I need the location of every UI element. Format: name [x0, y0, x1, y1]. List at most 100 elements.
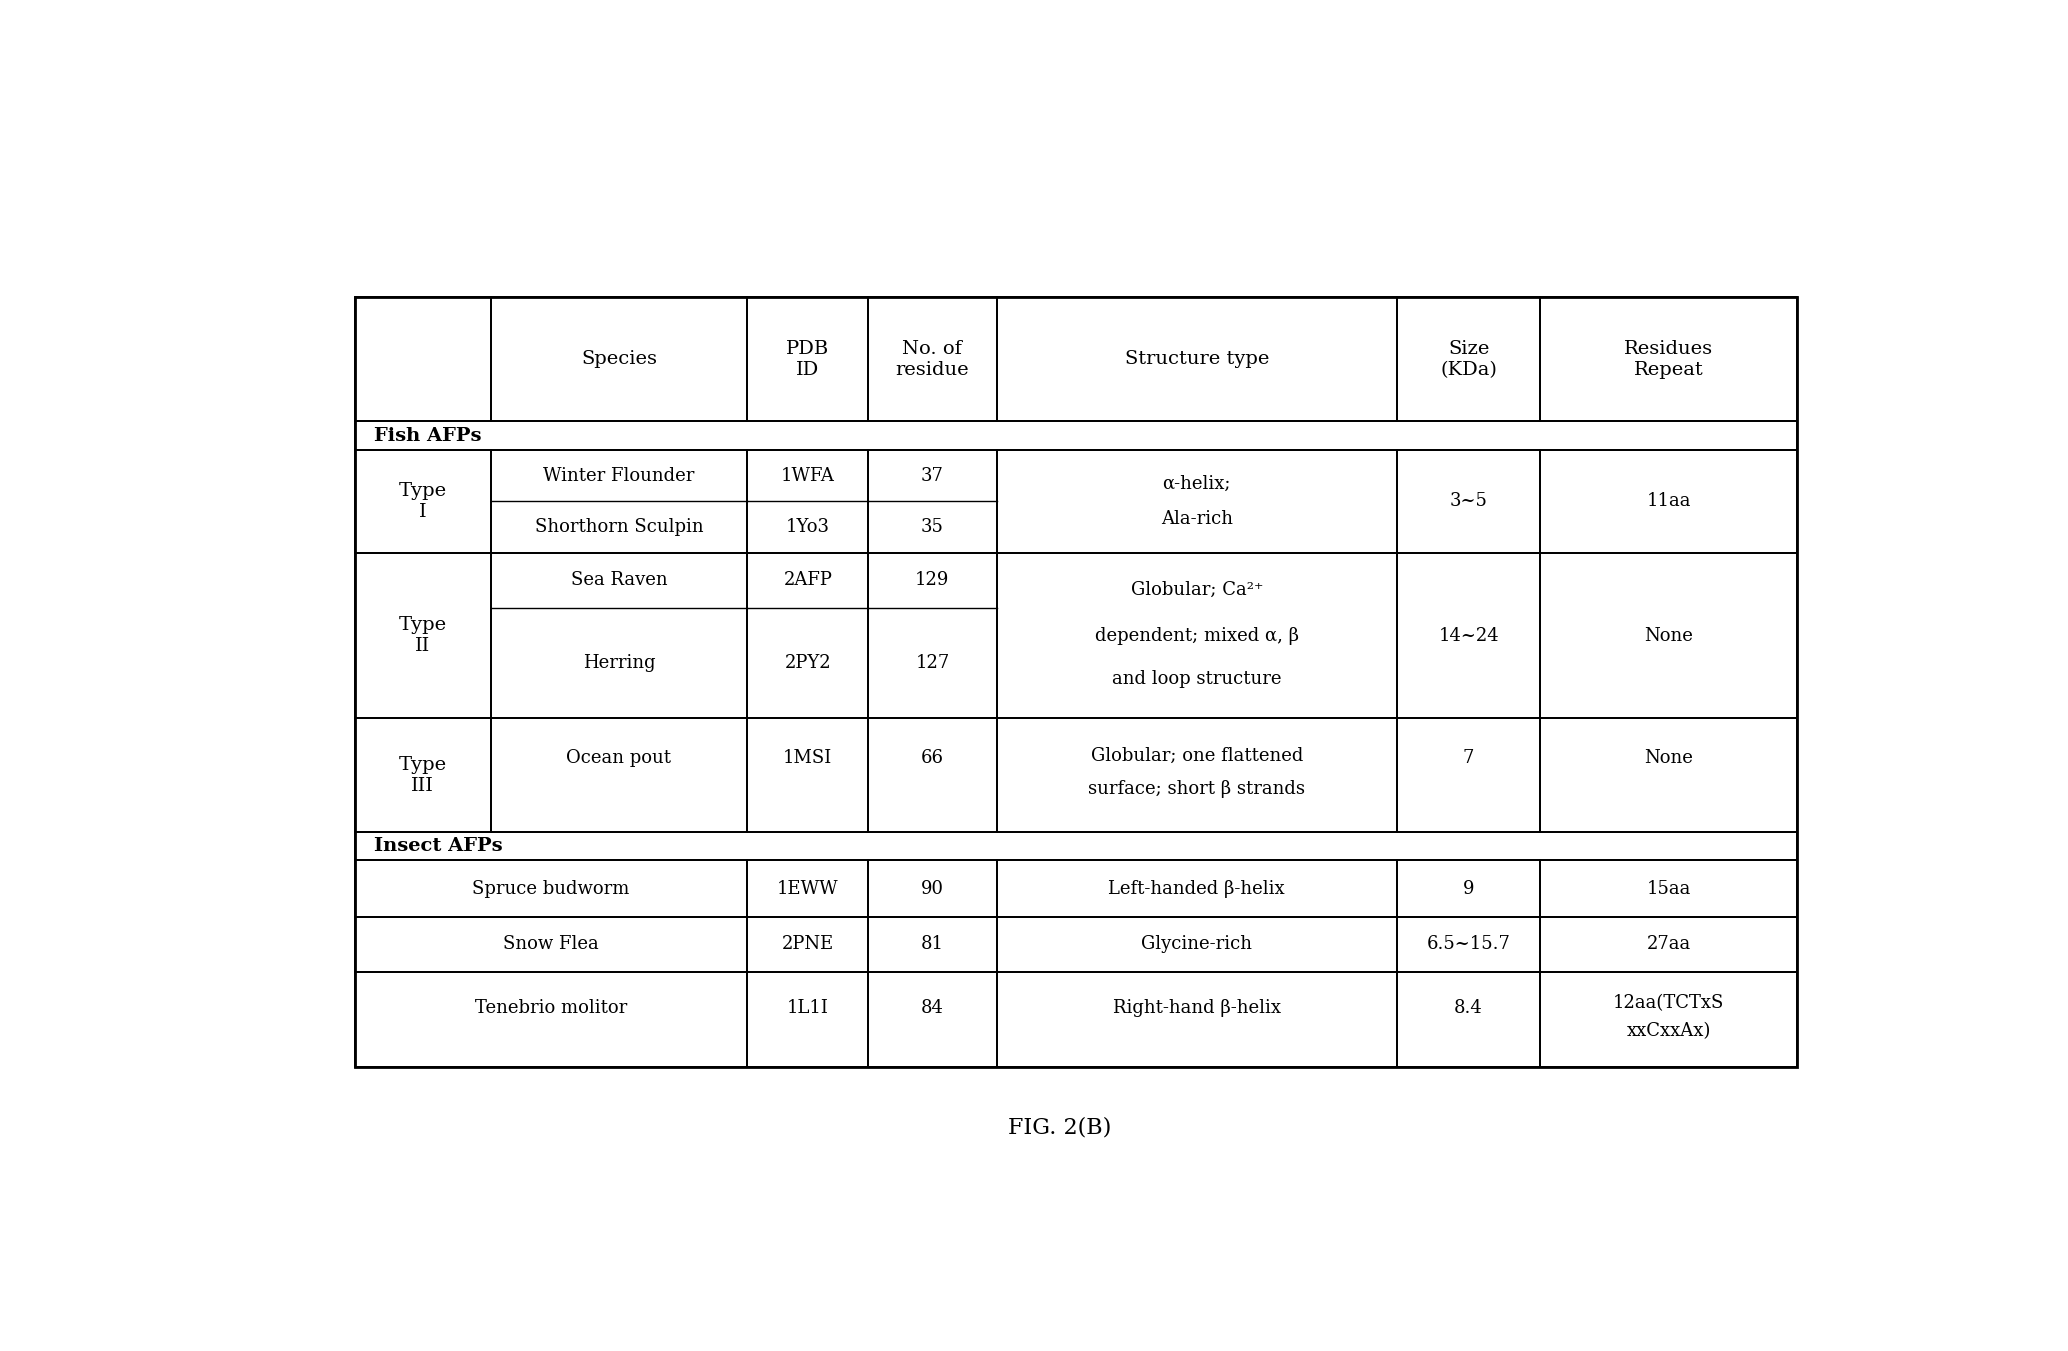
Text: 2PY2: 2PY2: [784, 654, 831, 671]
Bar: [997, 553, 1396, 719]
Text: 1Yo3: 1Yo3: [786, 519, 829, 536]
Bar: [869, 917, 997, 971]
Bar: [997, 971, 1396, 1067]
Bar: [490, 297, 747, 422]
Bar: [1541, 861, 1797, 917]
Text: Left-handed β-helix: Left-handed β-helix: [1108, 880, 1284, 898]
Bar: [997, 861, 1396, 917]
Bar: [356, 450, 490, 553]
Text: Snow Flea: Snow Flea: [503, 935, 600, 954]
Text: 8.4: 8.4: [1454, 998, 1483, 1017]
Bar: [747, 553, 869, 719]
Bar: [997, 297, 1396, 422]
Bar: [869, 450, 997, 553]
Text: Glycine-rich: Glycine-rich: [1142, 935, 1253, 954]
Bar: [997, 917, 1396, 971]
Text: None: None: [1644, 627, 1694, 644]
Text: surface; short β strands: surface; short β strands: [1088, 780, 1305, 798]
Bar: [1396, 971, 1541, 1067]
Bar: [1541, 297, 1797, 422]
Text: FIG. 2(B): FIG. 2(B): [1009, 1116, 1111, 1139]
Bar: [356, 422, 1797, 450]
Text: 14~24: 14~24: [1437, 627, 1499, 644]
Text: Sea Raven: Sea Raven: [571, 571, 668, 589]
Bar: [869, 861, 997, 917]
Text: 3~5: 3~5: [1450, 492, 1487, 511]
Text: None: None: [1644, 750, 1694, 767]
Bar: [997, 450, 1396, 553]
Bar: [869, 971, 997, 1067]
Bar: [869, 719, 997, 832]
Text: 129: 129: [916, 571, 949, 589]
Text: α-helix;: α-helix;: [1162, 474, 1230, 493]
Text: 9: 9: [1462, 880, 1474, 898]
Text: Type
II: Type II: [399, 616, 447, 655]
Text: Fish AFPs: Fish AFPs: [374, 427, 482, 444]
Text: Herring: Herring: [583, 654, 656, 671]
Text: 12aa(TCTxS: 12aa(TCTxS: [1613, 994, 1725, 1012]
Bar: [869, 297, 997, 422]
Text: 11aa: 11aa: [1646, 492, 1692, 511]
Text: Type
III: Type III: [399, 755, 447, 794]
Text: 2PNE: 2PNE: [782, 935, 833, 954]
Text: Insect AFPs: Insect AFPs: [374, 838, 503, 855]
Text: Ocean pout: Ocean pout: [567, 750, 672, 767]
Bar: [1396, 719, 1541, 832]
Bar: [1396, 917, 1541, 971]
Text: 1EWW: 1EWW: [778, 880, 840, 898]
Text: Spruce budworm: Spruce budworm: [472, 880, 629, 898]
Bar: [1396, 450, 1541, 553]
Bar: [356, 553, 490, 719]
Bar: [490, 719, 747, 832]
Text: Type
I: Type I: [399, 482, 447, 521]
Bar: [1541, 450, 1797, 553]
Bar: [1396, 553, 1541, 719]
Text: 35: 35: [920, 519, 943, 536]
Bar: [747, 719, 869, 832]
Text: Tenebrio molitor: Tenebrio molitor: [476, 998, 627, 1017]
Bar: [356, 861, 747, 917]
Text: 66: 66: [920, 750, 943, 767]
Bar: [356, 297, 1797, 1067]
Text: Right-hand β-helix: Right-hand β-helix: [1113, 998, 1280, 1017]
Text: 1L1I: 1L1I: [786, 998, 829, 1017]
Bar: [869, 553, 997, 719]
Text: and loop structure: and loop structure: [1113, 670, 1282, 688]
Bar: [1541, 917, 1797, 971]
Bar: [747, 971, 869, 1067]
Text: 81: 81: [920, 935, 943, 954]
Text: 15aa: 15aa: [1646, 880, 1692, 898]
Text: Structure type: Structure type: [1125, 350, 1270, 369]
Bar: [356, 719, 490, 832]
Bar: [356, 971, 747, 1067]
Text: 1MSI: 1MSI: [784, 750, 833, 767]
Text: dependent; mixed α, β: dependent; mixed α, β: [1094, 627, 1299, 644]
Bar: [1396, 861, 1541, 917]
Text: 84: 84: [920, 998, 943, 1017]
Bar: [997, 719, 1396, 832]
Text: 90: 90: [920, 880, 943, 898]
Bar: [1396, 297, 1541, 422]
Text: Species: Species: [581, 350, 658, 369]
Bar: [490, 450, 747, 553]
Bar: [747, 861, 869, 917]
Bar: [747, 450, 869, 553]
Text: PDB
ID: PDB ID: [786, 340, 829, 378]
Bar: [1541, 553, 1797, 719]
Bar: [1541, 971, 1797, 1067]
Bar: [356, 297, 490, 422]
Text: 37: 37: [920, 466, 943, 485]
Text: 127: 127: [916, 654, 949, 671]
Bar: [490, 553, 747, 719]
Text: Size
(KDa): Size (KDa): [1439, 340, 1497, 378]
Bar: [747, 297, 869, 422]
Text: Shorthorn Sculpin: Shorthorn Sculpin: [536, 519, 703, 536]
Bar: [1541, 719, 1797, 832]
Text: 7: 7: [1462, 750, 1474, 767]
Text: xxCxxAx): xxCxxAx): [1628, 1021, 1710, 1040]
Text: 1WFA: 1WFA: [782, 466, 835, 485]
Text: Globular; one flattened: Globular; one flattened: [1090, 747, 1303, 765]
Bar: [356, 832, 1797, 861]
Bar: [747, 917, 869, 971]
Text: Ala-rich: Ala-rich: [1160, 509, 1233, 528]
